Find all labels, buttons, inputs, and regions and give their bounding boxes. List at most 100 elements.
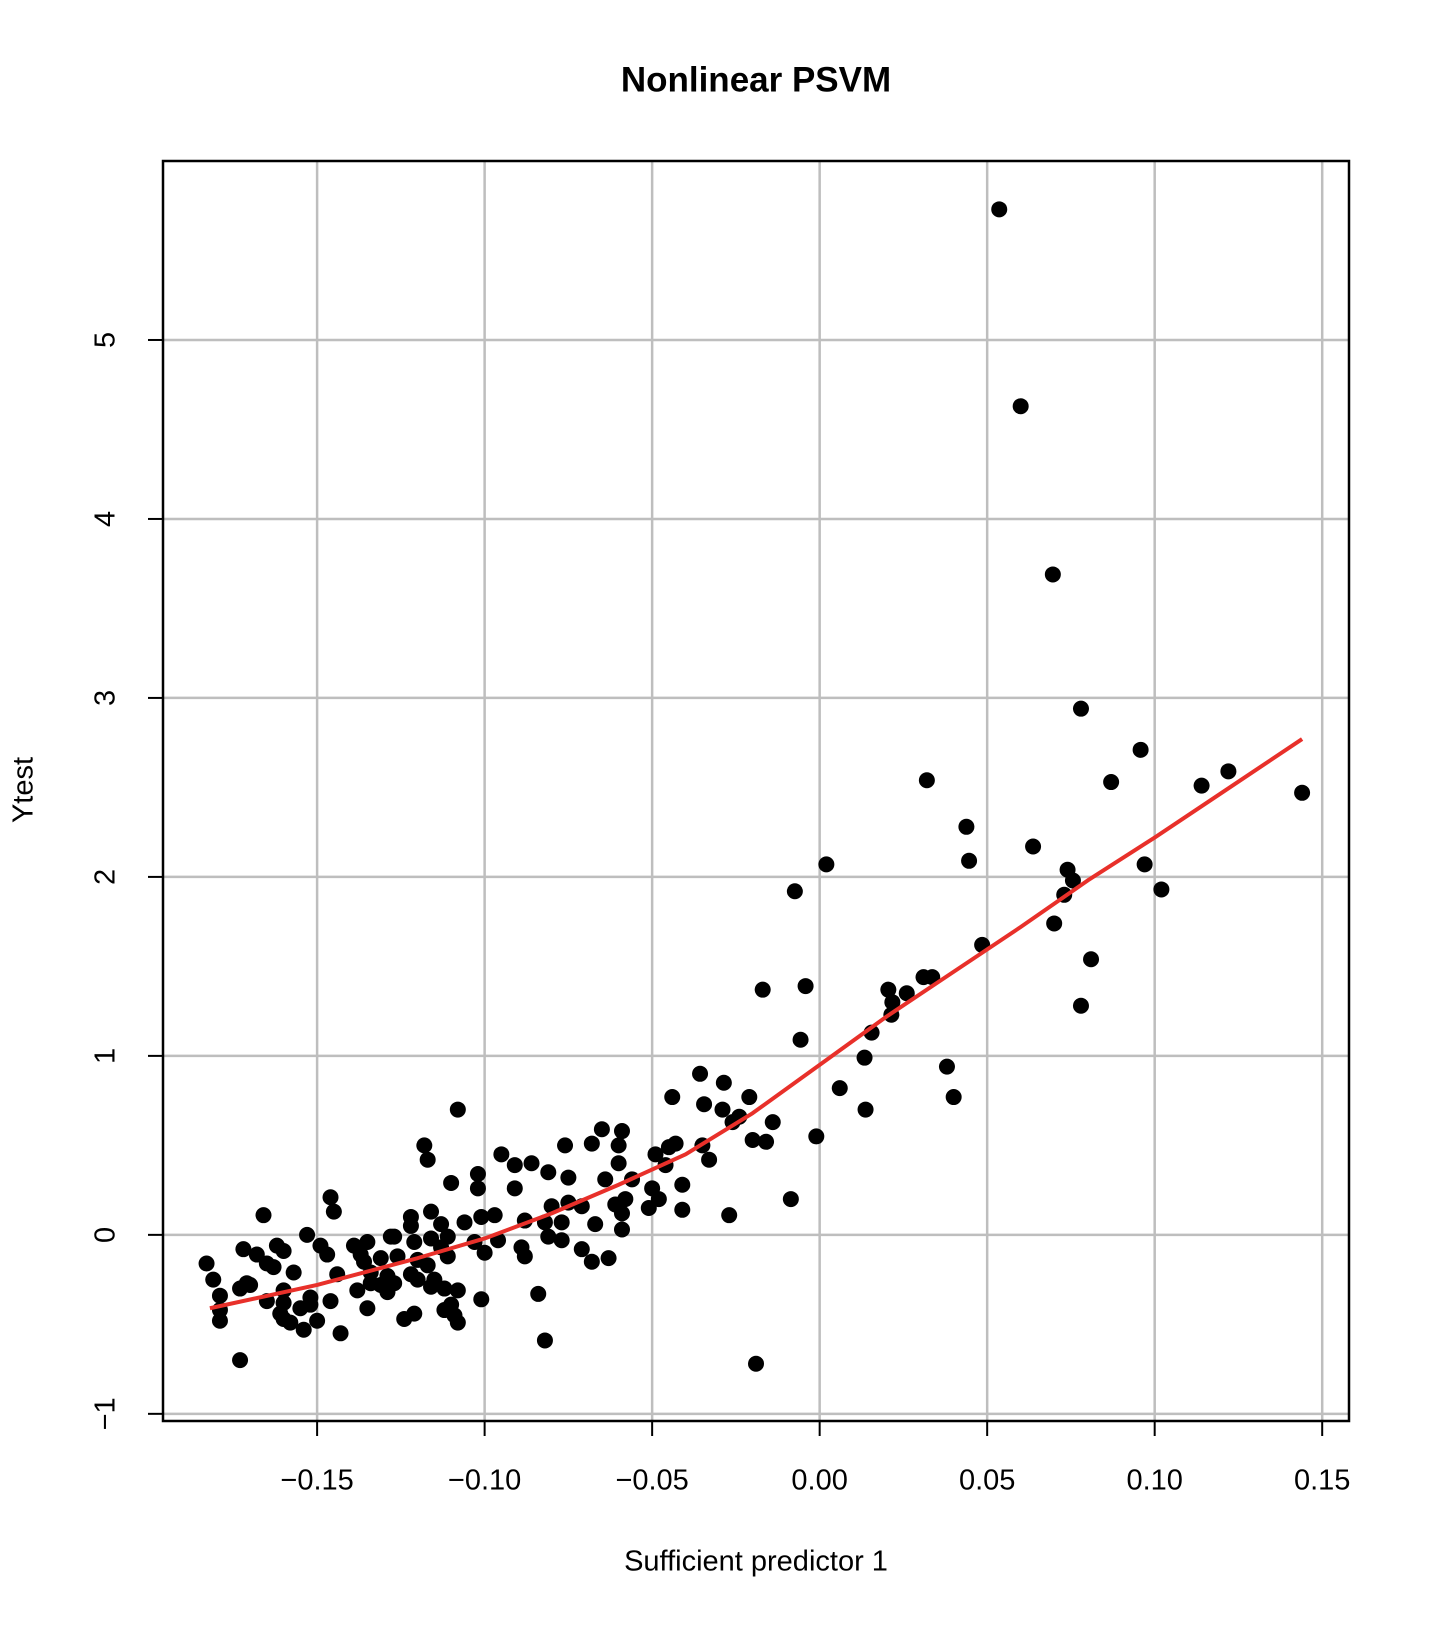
data-point	[242, 1276, 259, 1293]
data-point	[792, 1031, 809, 1048]
data-point	[309, 1312, 326, 1329]
data-point	[610, 1137, 627, 1154]
data-point	[754, 981, 771, 998]
data-point	[1103, 774, 1120, 791]
data-point	[469, 1180, 486, 1197]
data-point	[325, 1203, 342, 1220]
data-point	[449, 1101, 466, 1118]
data-point	[473, 1208, 490, 1225]
data-point	[782, 1191, 799, 1208]
data-point	[1220, 763, 1237, 780]
data-point	[332, 1325, 349, 1342]
data-point	[744, 1132, 761, 1149]
y-axis-label: Ytest	[8, 757, 40, 823]
data-point	[406, 1234, 423, 1251]
data-point	[741, 1089, 758, 1106]
data-point	[583, 1253, 600, 1270]
data-point	[449, 1282, 466, 1299]
data-point	[409, 1271, 426, 1288]
data-point	[945, 1089, 962, 1106]
data-point	[205, 1271, 222, 1288]
data-point	[597, 1171, 614, 1188]
data-point	[667, 1135, 684, 1152]
data-point	[540, 1228, 557, 1245]
data-point	[1064, 872, 1081, 889]
data-point	[610, 1155, 627, 1172]
data-point	[436, 1302, 453, 1319]
data-point	[285, 1264, 302, 1281]
data-point	[613, 1205, 630, 1222]
data-point	[486, 1207, 503, 1224]
data-point	[961, 852, 978, 869]
data-point	[613, 1221, 630, 1238]
data-point	[506, 1157, 523, 1174]
data-point	[573, 1241, 590, 1258]
data-point	[553, 1214, 570, 1231]
data-point	[938, 1058, 955, 1075]
plot-frame	[161, 159, 1351, 1423]
data-point	[991, 201, 1008, 218]
data-point	[1132, 741, 1149, 758]
data-point	[396, 1310, 413, 1327]
data-point	[918, 772, 935, 789]
data-point	[764, 1114, 781, 1131]
y-tick-label: 2	[90, 869, 122, 885]
data-point	[758, 1133, 775, 1150]
data-point	[211, 1287, 228, 1304]
data-point	[359, 1234, 376, 1251]
data-point	[714, 1101, 731, 1118]
data-point	[587, 1216, 604, 1233]
data-point	[540, 1164, 557, 1181]
data-point	[1083, 951, 1100, 968]
data-point	[1153, 881, 1170, 898]
data-point	[275, 1242, 292, 1259]
data-point	[449, 1314, 466, 1331]
data-point	[640, 1200, 657, 1217]
x-tick-label: 0.15	[1294, 1465, 1350, 1497]
data-point	[692, 1065, 709, 1082]
data-point	[386, 1228, 403, 1245]
data-point	[721, 1207, 738, 1224]
data-point	[857, 1101, 874, 1118]
data-point	[493, 1146, 510, 1163]
data-point	[600, 1250, 617, 1267]
data-point	[715, 1074, 732, 1091]
data-point	[1072, 997, 1089, 1014]
data-point	[831, 1080, 848, 1097]
x-tick-label: −0.05	[615, 1465, 688, 1497]
data-point	[402, 1217, 419, 1234]
data-point	[211, 1312, 228, 1329]
x-tick-label: 0.10	[1126, 1465, 1182, 1497]
data-point	[419, 1151, 436, 1168]
data-point	[322, 1189, 339, 1206]
data-point	[516, 1248, 533, 1265]
data-point	[299, 1226, 316, 1243]
data-point	[1294, 784, 1311, 801]
x-tick-label: 0.00	[791, 1465, 847, 1497]
data-point	[1072, 700, 1089, 717]
y-tick-label: 5	[90, 332, 122, 348]
data-point	[786, 883, 803, 900]
data-point	[302, 1296, 319, 1313]
data-point	[469, 1166, 486, 1183]
chart-title: Nonlinear PSVM	[621, 60, 891, 99]
data-point	[674, 1201, 691, 1218]
data-point	[473, 1291, 490, 1308]
data-point	[898, 985, 915, 1002]
data-point	[319, 1246, 336, 1263]
data-point	[1136, 856, 1153, 873]
data-point	[359, 1300, 376, 1317]
data-point	[856, 1049, 873, 1066]
data-point	[583, 1135, 600, 1152]
data-point	[389, 1248, 406, 1265]
data-point	[1193, 777, 1210, 794]
data-point	[593, 1121, 610, 1138]
data-point	[1044, 566, 1061, 583]
y-tick-label: 3	[90, 690, 122, 706]
data-point	[523, 1155, 540, 1172]
y-tick-label: −1	[90, 1397, 122, 1430]
data-point	[748, 1355, 764, 1372]
data-point	[349, 1282, 366, 1299]
data-point	[506, 1180, 523, 1197]
data-point	[423, 1203, 440, 1220]
